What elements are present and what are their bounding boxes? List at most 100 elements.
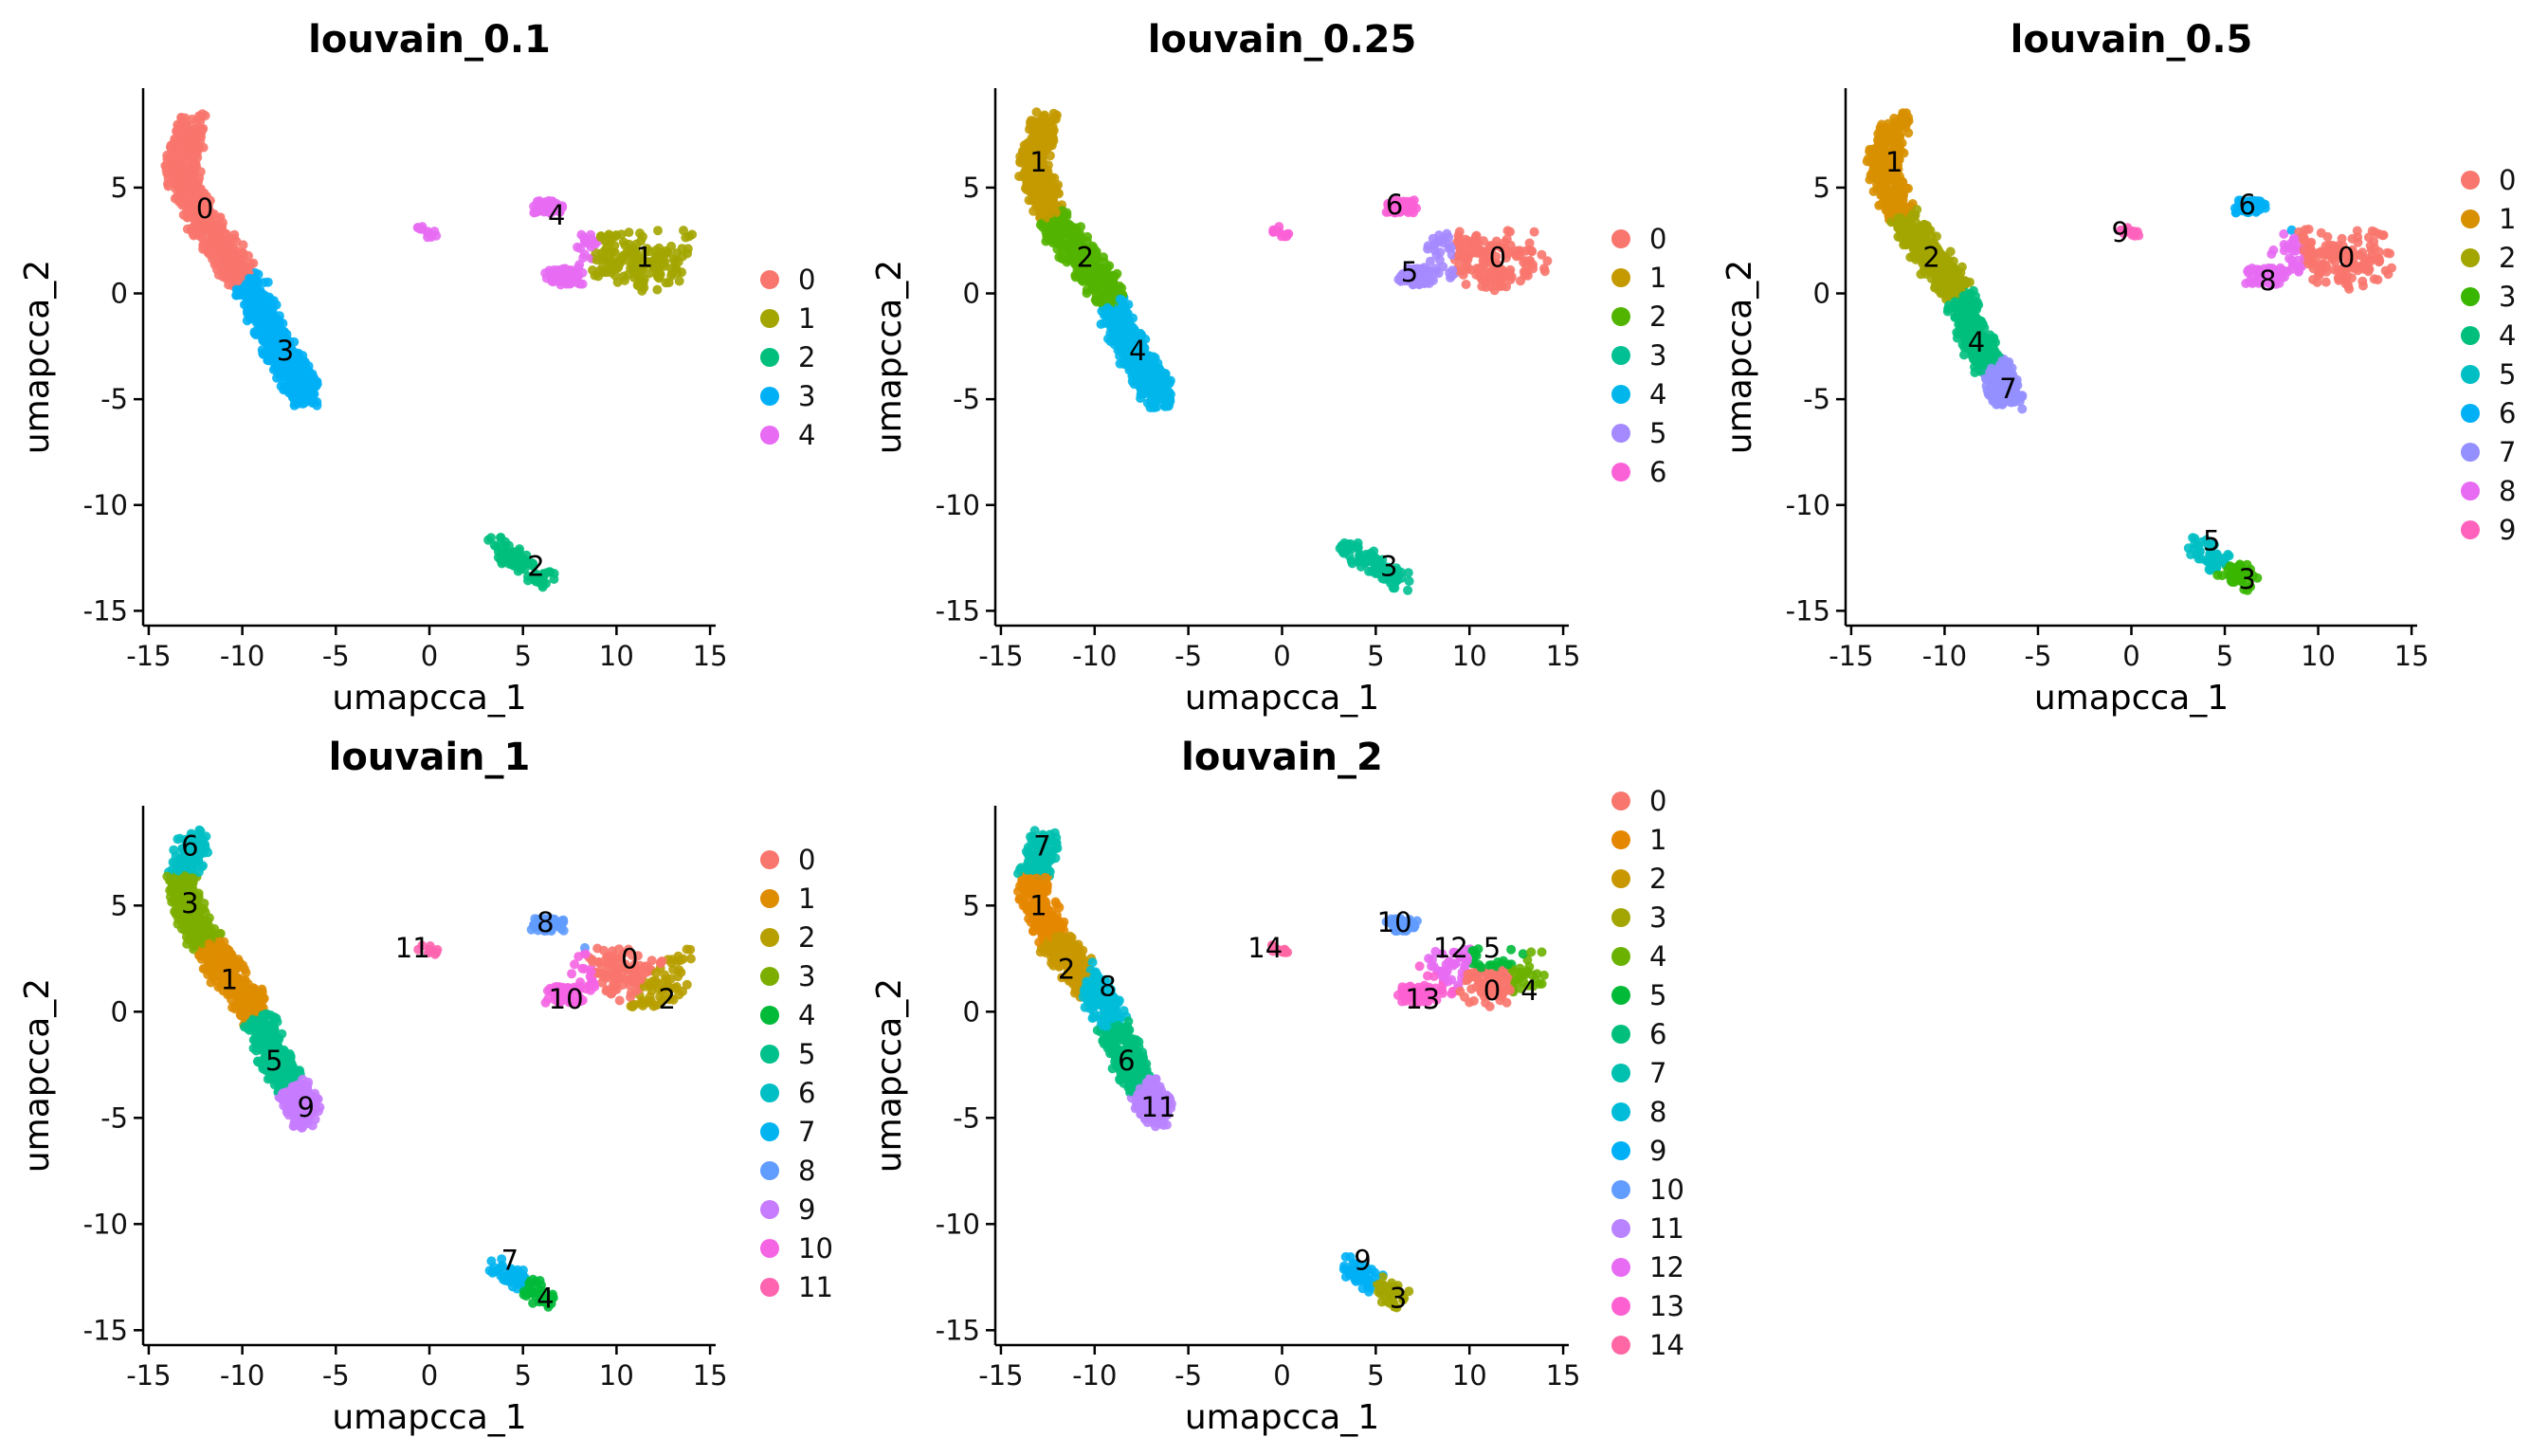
scatter-point (263, 277, 273, 287)
legend-swatch (2461, 287, 2480, 306)
scatter-point (178, 167, 189, 177)
y-tick-label: -15 (83, 594, 128, 627)
scatter-point (194, 215, 205, 226)
legend-swatch (1611, 424, 1630, 443)
scatter-point (2363, 266, 2374, 277)
scatter-point (1114, 336, 1124, 346)
legend-swatch (2461, 482, 2480, 500)
scatter-point (288, 392, 299, 403)
legend-label: 0 (1649, 223, 1666, 255)
legend-swatch (1611, 307, 1630, 326)
x-tick-label: 5 (514, 640, 531, 672)
scatter-point (653, 226, 663, 236)
legend-label: 9 (2499, 514, 2516, 546)
legend-swatch (1611, 463, 1630, 482)
scatter-point (2382, 247, 2393, 258)
scatter-point (2306, 251, 2317, 262)
cluster-label: 0 (1489, 242, 1506, 274)
scatter-point (601, 267, 611, 278)
legend-label: 8 (2499, 475, 2516, 507)
scatter-point (2260, 199, 2270, 209)
scatter-point (587, 234, 596, 245)
legend-swatch (760, 426, 779, 445)
x-tick-label: 10 (599, 640, 634, 672)
scatter-point (2219, 553, 2230, 563)
scatter-point (527, 560, 537, 571)
legend-label: 3 (798, 380, 815, 412)
scatter-point (661, 246, 671, 256)
scatter-point (2374, 257, 2384, 267)
scatter-point (431, 230, 442, 241)
scatter-point (262, 337, 272, 347)
cluster-label: 5 (2203, 525, 2220, 557)
scatter-point (1015, 157, 1026, 168)
legend-label: 4 (2499, 319, 2516, 352)
scatter-point (223, 261, 233, 271)
scatter-point (625, 245, 635, 255)
x-tick-label: 0 (2122, 640, 2139, 672)
scatter-point (549, 574, 559, 584)
scatter-point (549, 200, 559, 210)
scatter-point (1491, 281, 1502, 290)
y-tick-label: 5 (1813, 172, 1830, 204)
scatter-point (230, 263, 241, 273)
scatter-point (1044, 115, 1054, 125)
scatter-point (509, 552, 519, 562)
scatter-point (586, 242, 596, 252)
legend-label: 3 (2499, 281, 2516, 313)
scatter-point (1403, 568, 1413, 578)
scatter-point (624, 228, 634, 238)
scatter-point (518, 553, 528, 563)
scatter-point (241, 291, 250, 301)
scatter-point (538, 569, 549, 579)
scatter-point (1447, 270, 1457, 281)
x-tick-label: 15 (1546, 640, 1581, 672)
scatter-point (1521, 266, 1531, 277)
legend-label: 2 (1649, 300, 1666, 333)
scatter-point (190, 197, 200, 208)
scatter-point (2292, 261, 2302, 271)
cluster-label: 3 (1380, 550, 1397, 582)
scatter-point (600, 235, 610, 245)
scatter-point (1151, 391, 1161, 401)
cluster-label: 4 (1968, 326, 1985, 358)
x-tick-label: -5 (2025, 640, 2052, 672)
scatter-point (2373, 275, 2383, 285)
scatter-point (2268, 245, 2279, 255)
cluster-label: 2 (527, 550, 544, 582)
legend-swatch (760, 309, 779, 328)
x-tick-label: 0 (421, 640, 438, 672)
cluster-label: 4 (548, 199, 565, 231)
scatter-point (193, 227, 204, 236)
scatter-point (2015, 391, 2026, 401)
legend-label: 4 (1649, 378, 1666, 410)
y-tick-label: 5 (111, 172, 128, 204)
legend-label: 3 (1649, 339, 1666, 372)
scatter-point (671, 264, 682, 275)
scatter-point (241, 282, 251, 293)
scatter-point (1505, 240, 1516, 250)
scatter-point (1963, 293, 1973, 303)
legend-label: 6 (2499, 397, 2516, 429)
scatter-point (588, 265, 597, 275)
scatter-point (2380, 265, 2391, 276)
scatter-point (1404, 576, 1414, 587)
scatter-point (169, 845, 179, 855)
scatter-point (307, 380, 318, 391)
scatter-point (1104, 277, 1114, 287)
scatter-point (529, 574, 538, 585)
cluster-label: 9 (2111, 216, 2128, 248)
legend-label: 0 (798, 264, 815, 296)
scatter-point (613, 258, 624, 268)
legend-label: 2 (2499, 242, 2516, 274)
x-tick-label: 10 (2301, 640, 2336, 672)
legend-label: 1 (798, 302, 815, 335)
x-tick-label: -5 (1174, 640, 1202, 672)
y-tick-label: -15 (936, 594, 980, 627)
cluster-label: 1 (636, 242, 653, 274)
scatter-point (209, 239, 220, 249)
scatter-point (1873, 129, 1884, 139)
panel-title: louvain_0.25 (1148, 18, 1417, 62)
scatter-point (1161, 379, 1172, 389)
cluster-label: 4 (1129, 335, 1146, 367)
